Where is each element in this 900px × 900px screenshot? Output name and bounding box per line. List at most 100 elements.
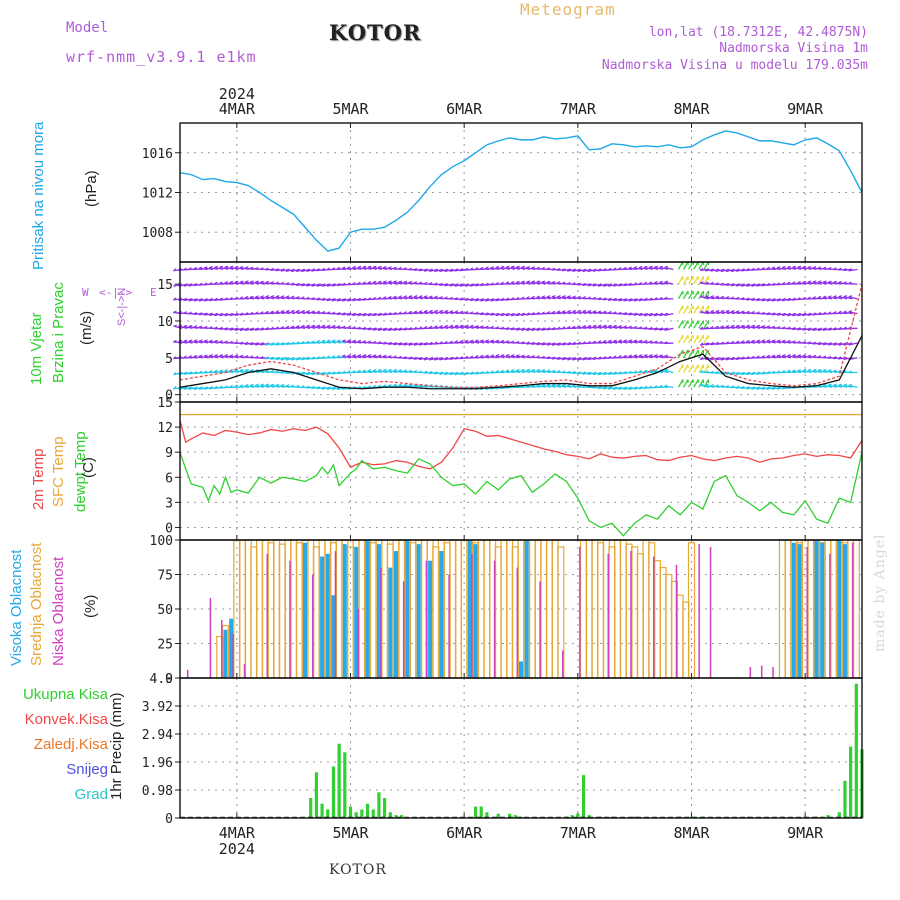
wind-barb <box>828 384 838 388</box>
wind-barb-head <box>239 280 244 283</box>
wind-barb <box>802 266 812 271</box>
wind-barb-head <box>817 341 821 345</box>
wind-barb-head <box>188 324 193 328</box>
wind-barb <box>677 305 684 314</box>
wind-barb-head <box>761 339 766 342</box>
wind-barb-head <box>495 265 500 269</box>
wind-barb-head <box>562 383 566 386</box>
wind-barb <box>838 268 848 271</box>
wind-barb <box>812 297 822 300</box>
wind-barb-head <box>832 342 837 346</box>
wind-barb-head <box>751 339 755 342</box>
wind-barb <box>516 281 526 285</box>
wind-barb-head <box>577 371 581 375</box>
wind-barb-head <box>423 295 428 298</box>
wind-barb-head <box>597 310 602 313</box>
wind-barb <box>464 325 474 329</box>
wind-barb-head <box>306 340 310 344</box>
wind-barb-head <box>786 312 791 317</box>
wind-barb <box>682 275 689 285</box>
cloud-bar-high <box>325 553 330 678</box>
wind-barb <box>715 310 725 315</box>
wind-barb-head <box>643 385 648 389</box>
wind-barb-head <box>428 357 433 361</box>
wind-barb-head <box>592 296 596 300</box>
wind-barb-head <box>802 312 806 316</box>
wind-barb-head <box>495 326 499 329</box>
wind-barb-head <box>224 354 229 357</box>
wind-barb-head <box>219 385 223 389</box>
cloud-bar-high <box>354 546 359 678</box>
wind-barb <box>698 334 704 344</box>
wind-barb-head <box>214 265 218 268</box>
wind-barb-head <box>561 281 566 284</box>
wind-barb-head <box>561 268 566 272</box>
wind-barb-head <box>270 383 275 386</box>
wind-barb-head <box>526 368 530 371</box>
wind-barb-head <box>710 370 714 374</box>
wind-barb <box>423 296 434 300</box>
wind-barb-head <box>439 371 443 375</box>
ytick-label-2-3: 9 <box>165 446 173 461</box>
wind-barb-head <box>602 310 607 314</box>
wind-barb-head <box>383 280 387 283</box>
bottom-year-label: 2024 <box>219 840 255 858</box>
wind-barb <box>771 340 781 344</box>
wind-barb-head <box>607 267 612 271</box>
wind-barb-head <box>474 298 479 302</box>
wind-barb <box>688 320 694 329</box>
ytick-label-4-3: 2.94 <box>142 728 173 743</box>
cloud-bar-high <box>342 544 347 678</box>
wind-barb-head <box>469 283 474 287</box>
wind-barb <box>173 325 183 329</box>
wind-barb-head <box>346 325 351 329</box>
wind-barb-head <box>832 356 837 359</box>
wind-barb-head <box>469 324 474 327</box>
wind-barb-head <box>750 355 755 359</box>
wind-barb-head <box>382 384 387 387</box>
wind-barb-head <box>623 266 627 270</box>
wind-barb <box>377 266 388 271</box>
precip-bar <box>513 815 517 818</box>
wind-barb-head <box>766 339 771 342</box>
wind-barb-head <box>699 369 704 373</box>
wind-barb-head <box>577 295 581 299</box>
wind-barb-head <box>807 341 811 344</box>
wind-barb-head <box>587 340 591 344</box>
wind-barb <box>326 325 336 329</box>
wind-barb-head <box>362 297 366 301</box>
wind-barb-head <box>224 369 229 372</box>
wind-barb-head <box>725 384 730 388</box>
cloud-bar-high <box>229 618 234 678</box>
wind-barb-head <box>659 265 663 268</box>
wind-barb-head <box>203 370 208 374</box>
wind-barb <box>250 384 260 388</box>
wind-barb-head <box>439 325 443 328</box>
wind-barb-head <box>357 339 361 343</box>
wind-barb <box>730 310 740 315</box>
wind-barb <box>623 312 633 316</box>
wind-barb <box>698 379 704 388</box>
wind-barb <box>423 311 434 315</box>
wind-barb <box>848 296 858 300</box>
panel-frame-0 <box>179 122 863 263</box>
wind-barb-head <box>459 324 464 327</box>
wind-barb-head <box>566 268 571 272</box>
wind-barb <box>244 297 254 300</box>
wind-barb-head <box>193 371 197 375</box>
cloud-bar-high <box>797 544 802 678</box>
wind-barb-head <box>193 266 198 270</box>
wind-barb-head <box>541 311 545 315</box>
wind-barb <box>311 341 321 344</box>
wind-barb-head <box>275 295 280 298</box>
wind-barb-head <box>766 266 771 270</box>
wind-barb-head <box>771 282 775 286</box>
wind-barb-head <box>188 339 193 342</box>
wind-barb <box>516 266 526 271</box>
wind-barb-head <box>807 265 812 268</box>
wind-barb <box>536 369 546 374</box>
wind-barb <box>224 355 234 359</box>
wind-barb-head <box>469 297 474 302</box>
wind-barb-head <box>367 327 371 331</box>
wind-barb-head <box>408 369 413 373</box>
